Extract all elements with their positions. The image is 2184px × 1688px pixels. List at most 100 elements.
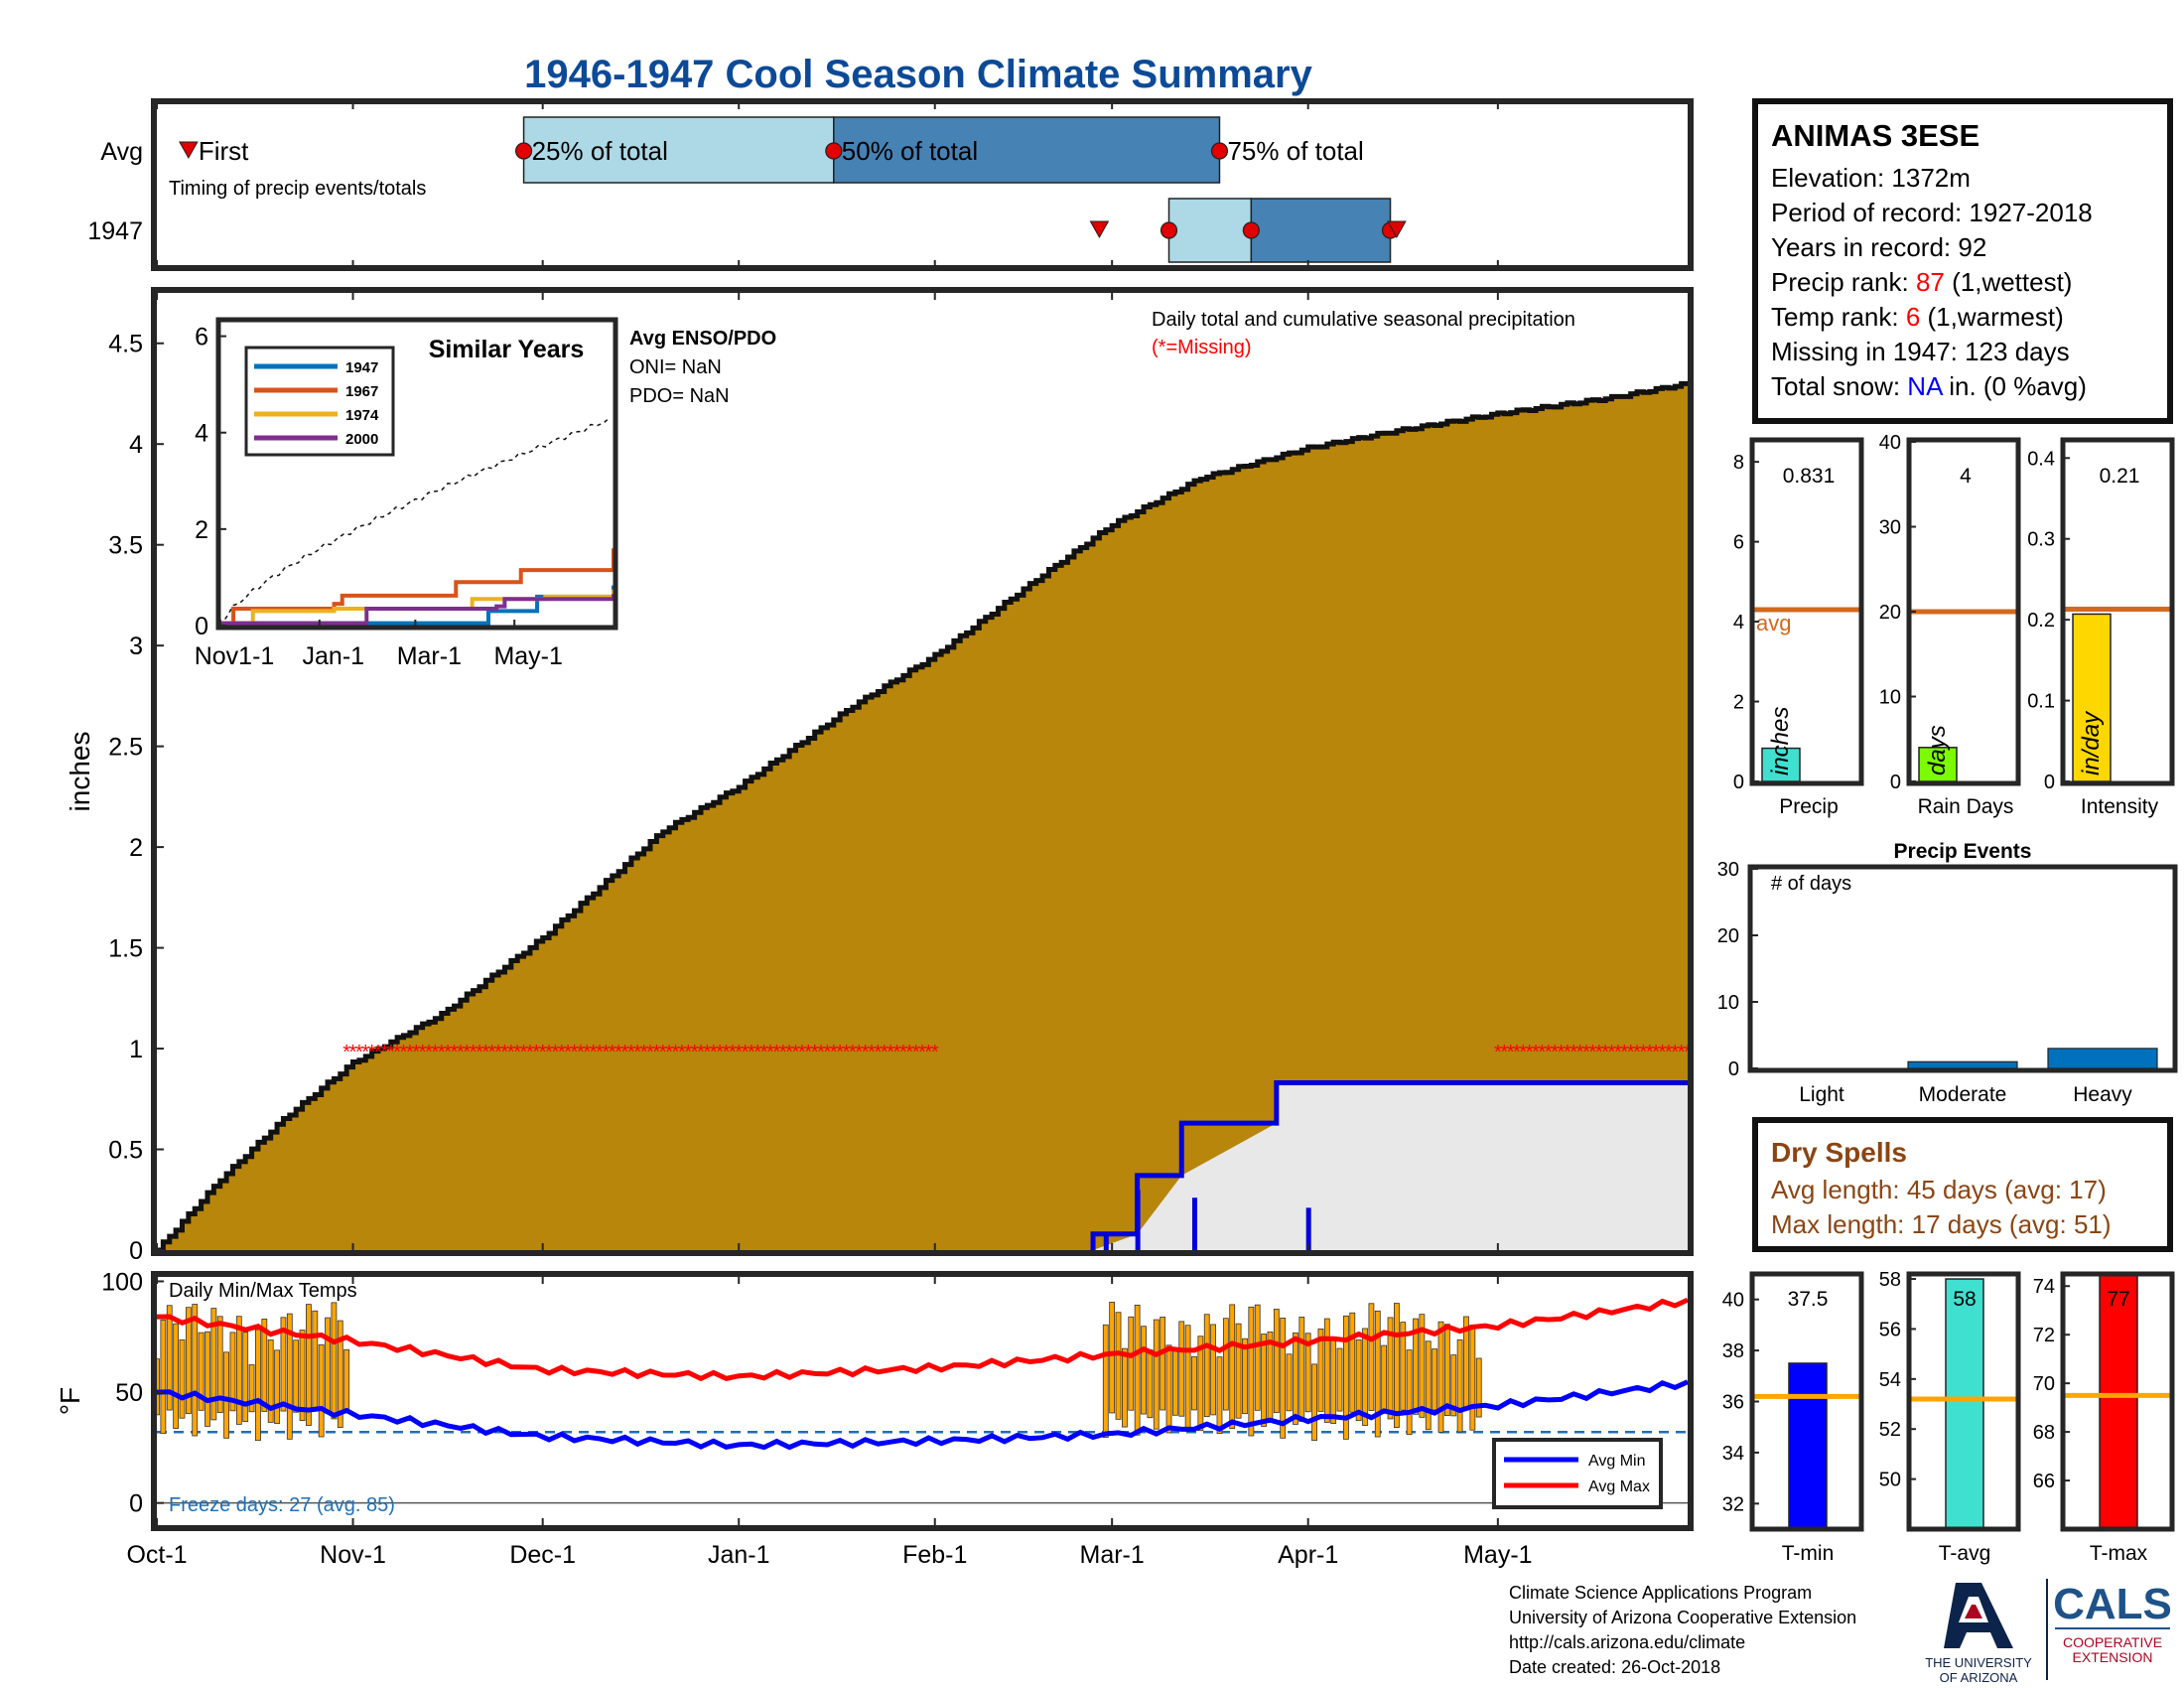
freeze-text: Freeze days: 27 (avg. 85) [169,1494,395,1516]
main-ytick-6: 3 [129,633,143,660]
missing-star: * [1558,1042,1566,1063]
main-ytick-0: 0 [129,1237,143,1265]
missing-star: * [1582,1042,1590,1063]
avg-p50-marker [825,142,843,160]
missing-star: * [419,1042,427,1063]
stat-ytick: 0.4 [2027,448,2055,470]
missing-star: * [646,1042,654,1063]
precip-rank: Precip rank: 87 (1,wettest) [1771,267,2072,297]
main-ytick-3: 1.5 [108,935,143,963]
temp-bar [248,1364,255,1413]
temp-stat-label-1: T-avg [1939,1542,1991,1565]
legend-avg-min: Avg Min [1588,1453,1646,1470]
temp-bar [1235,1323,1242,1419]
temps-ylabel: °F [55,1387,85,1415]
missing-star: * [1639,1042,1647,1063]
stat-ytick: 0 [1733,772,1744,793]
stat-ytick: 0 [1890,772,1901,793]
temp-stat-ytick: 40 [1722,1290,1744,1312]
temps-label: Daily Min/Max Temps [169,1280,357,1302]
temp-stat-value-2: 77 [2107,1288,2129,1311]
missing-star: * [501,1042,509,1063]
missing-star: * [494,1042,502,1063]
missing-star: * [874,1042,882,1063]
stat-ytick: 0.1 [2027,691,2055,713]
temp-bar [1229,1304,1236,1429]
temp-bar [1469,1325,1476,1431]
missing-star: * [513,1042,521,1063]
stat-chart-rain-days: 0 10 20 30 40 4 days Rain Days [1879,432,2021,818]
missing-star: * [627,1042,635,1063]
precip-events-panel: Precip Events Light Moderate Heavy # of da… [1717,840,2178,1106]
ua-line1: THE UNIVERSITY [1925,1655,2032,1670]
temp-bar [261,1319,268,1412]
avg-q1-box [522,116,835,184]
daily-precip-bar-1 [1135,1190,1141,1250]
event-ytick-3: 30 [1717,859,1739,881]
temp-stat-label-0: T-min [1782,1542,1835,1565]
missing-star: * [545,1042,553,1063]
stat-bar-1 [1918,747,1958,782]
missing-star: * [1539,1042,1547,1063]
missing-star: * [1608,1042,1616,1063]
temp-bar [166,1305,173,1411]
stat-ytick: 10 [1879,687,1901,709]
avg-p75-marker [1210,142,1229,160]
avg-first-label: First [199,136,249,166]
stat-value-0: 0.831 [1783,465,1836,488]
temp-bar [1298,1317,1305,1423]
temp-bar [1330,1338,1337,1424]
missing-star: * [1500,1042,1508,1063]
temp-bar [1184,1325,1191,1432]
missing-star: * [470,1042,478,1063]
temp-bar [1210,1324,1217,1416]
temps-legend: Avg Min Avg Max [1492,1438,1663,1509]
temp-stat-ytick: 66 [2033,1471,2055,1492]
xtick-0: Oct-1 [126,1541,187,1569]
temp-bar [179,1338,186,1419]
university-logo: THE UNIVERSITY OF ARIZONA CALS COOPERATI… [1925,1579,2172,1685]
temp-stat-ytick: 70 [2033,1373,2055,1395]
temp-stat-frame-1 [1906,1271,2021,1532]
temp-bar [1216,1356,1223,1435]
similar-years-inset: Similar Years 1947 1967 1974 2000 0 2 4 6 Nov1-… [195,317,776,670]
missing-star: * [849,1042,857,1063]
timing-row-avg: Avg [100,138,143,166]
temp-bar [1336,1347,1343,1412]
temp-bar [205,1331,210,1427]
missing-star: * [476,1042,483,1063]
dry-spells-title: Dry Spells [1771,1137,1907,1168]
season-1947-line [1090,1080,1688,1250]
precip-events-title: Precip Events [1894,840,2032,863]
temp-bar [1432,1348,1438,1411]
missing-star: * [457,1042,465,1063]
stat-unit-0: inches [1767,707,1794,775]
temp-bar [1323,1318,1330,1423]
temp-bar [1141,1326,1147,1415]
temp-stat-value-0: 37.5 [1788,1288,1829,1311]
temps-panel: 0 50 100 °F Daily Min/Max Temps Freeze day… [55,1268,1694,1531]
stat-unit-2: in/day [2078,710,2105,775]
timing-panel: First 25% of total 50% of total 75% of tota… [87,98,1931,271]
temp-bar [1368,1303,1375,1411]
inset-frame [215,317,618,631]
missing-star: * [1620,1042,1628,1063]
main-ytick-4: 2 [129,834,143,862]
temp-bar [1456,1338,1463,1433]
missing-star: * [596,1042,604,1063]
missing-star: * [843,1042,851,1063]
stat-chart-precip: avg 0 2 4 6 8 0.831 inches Precip [1733,437,1864,818]
temp-bar [1381,1344,1388,1414]
temp-bar [1349,1312,1356,1413]
inset-series-1967 [220,548,615,626]
missing-star: * [912,1042,920,1063]
missing-markers-0: ****************************************… [342,1042,939,1063]
logo-a-red [1965,1605,1982,1618]
footer: Climate Science Applications Program Uni… [1509,1583,1856,1677]
temp-bar [337,1320,343,1429]
missing-star: * [1659,1042,1667,1063]
missing-star: * [1646,1042,1654,1063]
temp-stat-ytick: 68 [2033,1422,2055,1444]
inset-xtick-3: May-1 [493,642,562,670]
temp-bar [1419,1314,1426,1418]
